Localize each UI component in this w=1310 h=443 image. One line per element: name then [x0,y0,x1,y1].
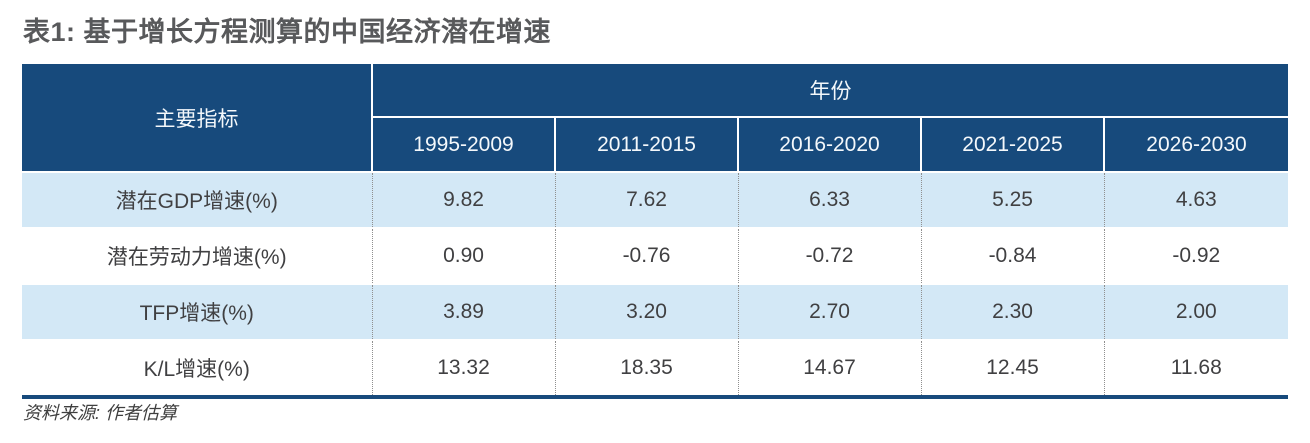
value-cell: 5.25 [920,171,1104,228]
page-title: 表1: 基于增长方程测算的中国经济潜在增速 [23,17,552,47]
table-row: TFP增速(%) 3.89 3.20 2.70 2.30 2.00 [22,283,1289,340]
row-label-cell: 潜在GDP增速(%) [22,171,372,228]
value-cell: -0.76 [554,227,738,284]
value-cell: 18.35 [554,339,738,399]
header-year-row: 1995-2009 2011-2015 2016-2020 2021-2025 … [22,117,1289,172]
year-group-header-cell: 年份 [372,64,1289,118]
value-cell: -0.72 [737,227,921,284]
year-column-header: 2021-2025 [920,117,1104,172]
corner-header-cell: 主要指标 [22,64,373,172]
value-cell: 2.00 [1103,283,1289,340]
row-label-cell: 潜在劳动力增速(%) [22,227,372,284]
value-cell: 14.67 [737,339,921,399]
value-cell: -0.84 [920,227,1104,284]
year-column-header: 2016-2020 [737,117,921,172]
value-cell: 3.89 [371,283,555,340]
value-cell: 4.63 [1103,171,1289,228]
value-cell: 0.90 [371,227,555,284]
table-row: 潜在GDP增速(%) 9.82 7.62 6.33 5.25 4.63 [22,171,1289,228]
value-cell: 13.32 [371,339,555,399]
value-cell: 9.82 [371,171,555,228]
value-cell: 12.45 [920,339,1104,399]
table-row: 潜在劳动力增速(%) 0.90 -0.76 -0.72 -0.84 -0.92 [22,227,1289,284]
year-column-header: 2011-2015 [554,117,738,172]
row-label-cell: K/L增速(%) [22,339,372,399]
table-row: K/L增速(%) 13.32 18.35 14.67 12.45 11.68 [22,339,1289,399]
value-cell: 3.20 [554,283,738,340]
row-label-cell: TFP增速(%) [22,283,372,340]
value-cell: 6.33 [737,171,921,228]
value-cell: 2.30 [920,283,1104,340]
source-note: 资料来源: 作者估算 [23,403,178,423]
value-cell: -0.92 [1103,227,1289,284]
year-column-header: 2026-2030 [1102,117,1289,172]
value-cell: 7.62 [554,171,738,228]
value-cell: 2.70 [737,283,921,340]
year-column-header: 1995-2009 [372,117,555,172]
value-cell: 11.68 [1103,339,1289,399]
header-group-row: 主要指标 年份 [22,64,1289,172]
potential-growth-table: 主要指标 年份 1995-2009 2011-2015 2016-2020 20… [22,64,1289,399]
